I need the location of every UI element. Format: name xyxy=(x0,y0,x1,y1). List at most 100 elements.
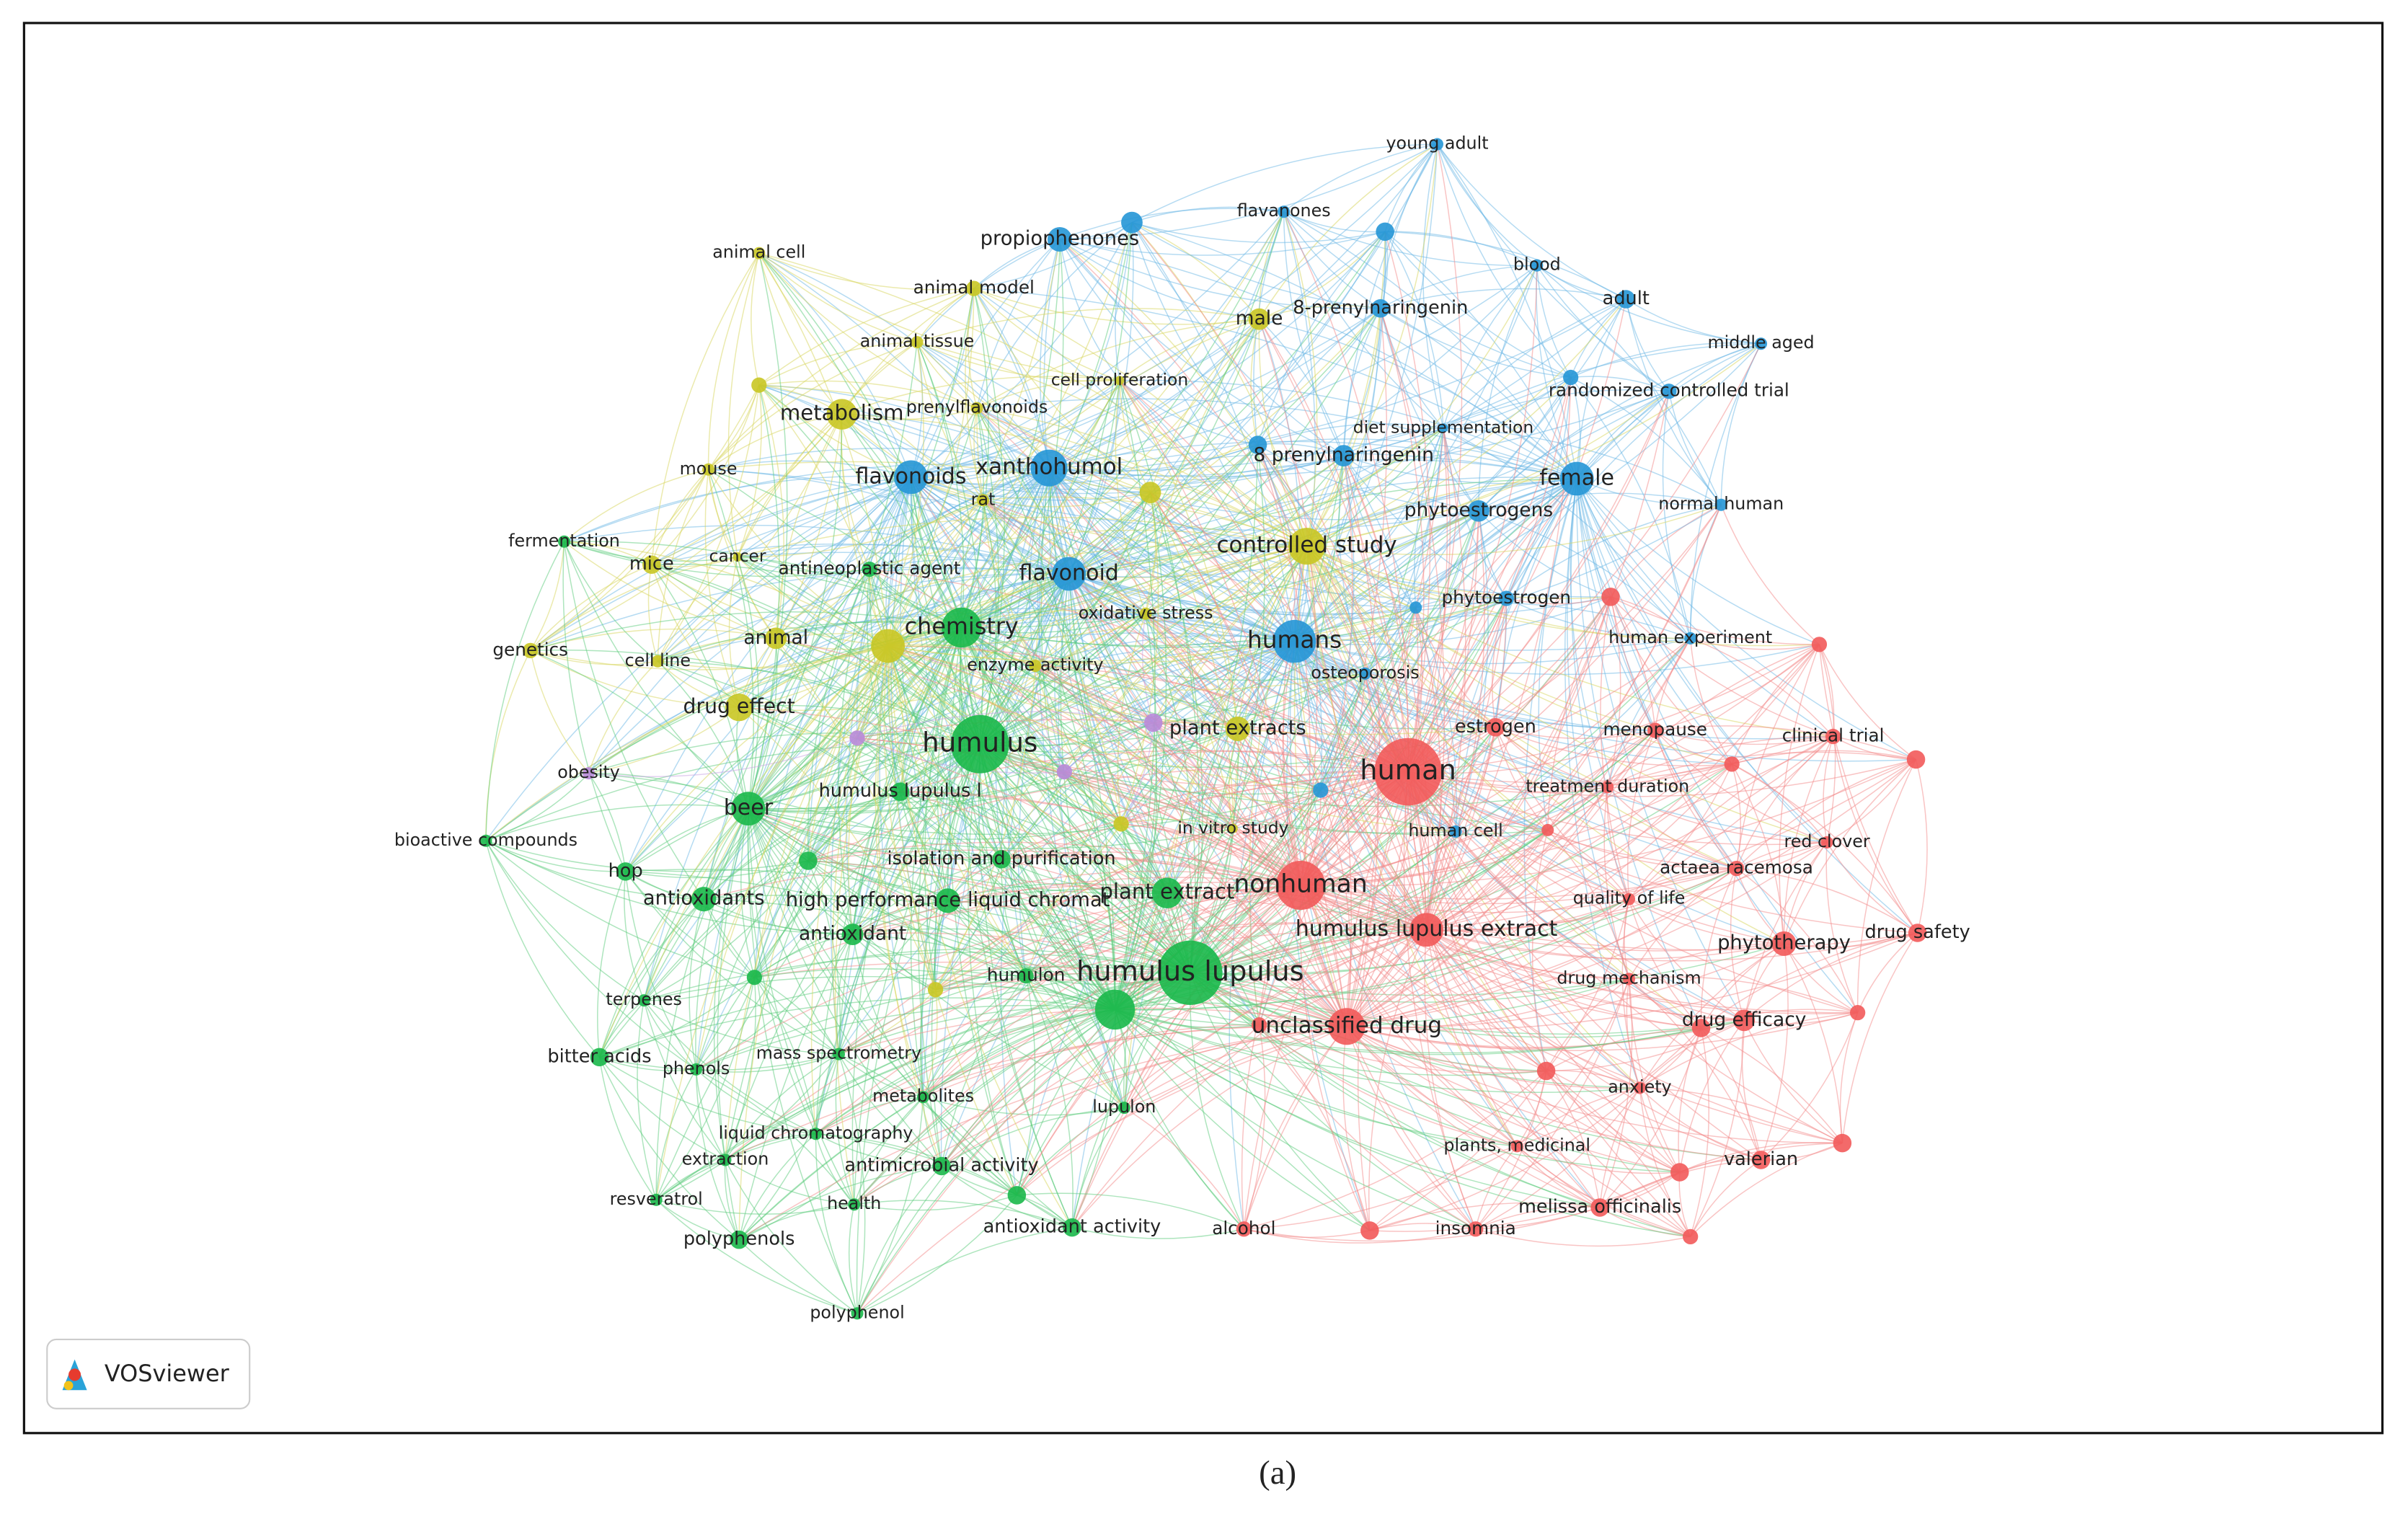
edge xyxy=(725,977,756,1161)
edge xyxy=(1346,943,1784,1029)
edge xyxy=(1068,376,1572,575)
node xyxy=(1670,1163,1689,1182)
edge xyxy=(961,626,1456,833)
edge xyxy=(1306,546,1691,639)
node-label: quality of life xyxy=(1573,888,1686,908)
edge xyxy=(1505,504,1722,599)
node-label: humulus lupulus extract xyxy=(1296,916,1558,942)
edge xyxy=(738,707,937,991)
node xyxy=(523,642,539,659)
edge xyxy=(976,407,1409,772)
edge xyxy=(1546,596,1611,831)
edge xyxy=(856,711,1154,739)
node xyxy=(642,555,661,574)
edge xyxy=(1720,504,1820,645)
edge xyxy=(961,231,1386,629)
edge xyxy=(979,743,1371,1231)
edge xyxy=(1478,510,1691,639)
edge xyxy=(1150,444,1258,493)
node xyxy=(1906,750,1926,769)
edge xyxy=(1443,298,1626,429)
edge xyxy=(598,645,889,1058)
edge xyxy=(1443,428,1691,639)
edge xyxy=(1783,736,1834,944)
edge xyxy=(815,1133,1017,1196)
edge xyxy=(1115,867,1737,1011)
edge xyxy=(1823,736,1834,843)
node xyxy=(1229,823,1238,833)
edge xyxy=(754,961,1347,1027)
edge xyxy=(807,849,1427,931)
edge xyxy=(1407,771,1737,869)
edge xyxy=(758,252,978,409)
edge xyxy=(1761,1012,1859,1161)
edge xyxy=(1145,319,1260,614)
node-label: resveratrol xyxy=(610,1189,703,1209)
node-label: treatment duration xyxy=(1526,776,1689,796)
node-label: liquid chromatography xyxy=(719,1122,913,1143)
edge xyxy=(838,640,1295,1055)
node-label: antineoplastic agent xyxy=(779,558,961,579)
node-label: drug mechanism xyxy=(1557,967,1701,988)
edge xyxy=(1426,929,1701,1029)
edge xyxy=(748,253,788,809)
edge xyxy=(1639,1087,1691,1237)
node xyxy=(1468,1221,1484,1237)
node xyxy=(1590,1198,1609,1217)
edge xyxy=(979,211,1285,745)
node xyxy=(1143,713,1163,732)
edge xyxy=(923,885,1301,1098)
edge xyxy=(1570,376,1670,392)
edge xyxy=(704,469,740,708)
edge xyxy=(1407,771,1761,1161)
edge xyxy=(807,848,1002,862)
edge xyxy=(588,773,627,872)
edge xyxy=(1016,1009,1116,1196)
edge xyxy=(922,573,1070,1097)
edge xyxy=(598,1057,657,1200)
edge xyxy=(1426,735,1834,931)
edge xyxy=(708,461,1307,547)
edge xyxy=(1426,841,1828,931)
node xyxy=(1531,259,1544,272)
node-label: polyphenol xyxy=(810,1302,904,1322)
edge xyxy=(704,898,1115,1011)
edge xyxy=(856,885,1301,1314)
edge xyxy=(856,1026,1347,1314)
node-label: metabolism xyxy=(780,401,904,425)
edge xyxy=(1059,239,1258,446)
edge xyxy=(1425,428,1466,930)
edge xyxy=(1119,380,1151,493)
edge xyxy=(651,469,709,565)
edge xyxy=(1320,428,1444,791)
edge xyxy=(973,288,1577,479)
edge xyxy=(599,1053,839,1071)
edge xyxy=(657,469,709,662)
edge xyxy=(624,871,645,1001)
edge xyxy=(1599,1087,1641,1208)
node xyxy=(911,336,924,349)
edge xyxy=(1145,613,1347,1027)
edge xyxy=(854,1200,1073,1228)
node-label: plant extracts xyxy=(1169,717,1306,739)
node-label: humulus lupulus l xyxy=(819,780,982,802)
edge xyxy=(651,564,749,809)
node-label: male xyxy=(1236,307,1283,329)
edge xyxy=(1001,859,1116,1010)
edge xyxy=(1059,143,1438,240)
edge xyxy=(651,477,911,565)
edge xyxy=(1306,546,1732,765)
edge xyxy=(1547,829,1630,900)
edge xyxy=(1655,725,1916,761)
edge xyxy=(1306,231,1386,547)
node-label: female xyxy=(1539,466,1614,491)
edge xyxy=(1516,1146,1601,1208)
edge xyxy=(1495,596,1611,728)
edge xyxy=(1346,763,1732,1027)
node xyxy=(894,460,928,495)
node xyxy=(690,1063,703,1076)
edge xyxy=(1145,613,1409,773)
edge xyxy=(530,564,652,651)
edge xyxy=(1048,265,1538,469)
edge xyxy=(725,627,962,1161)
